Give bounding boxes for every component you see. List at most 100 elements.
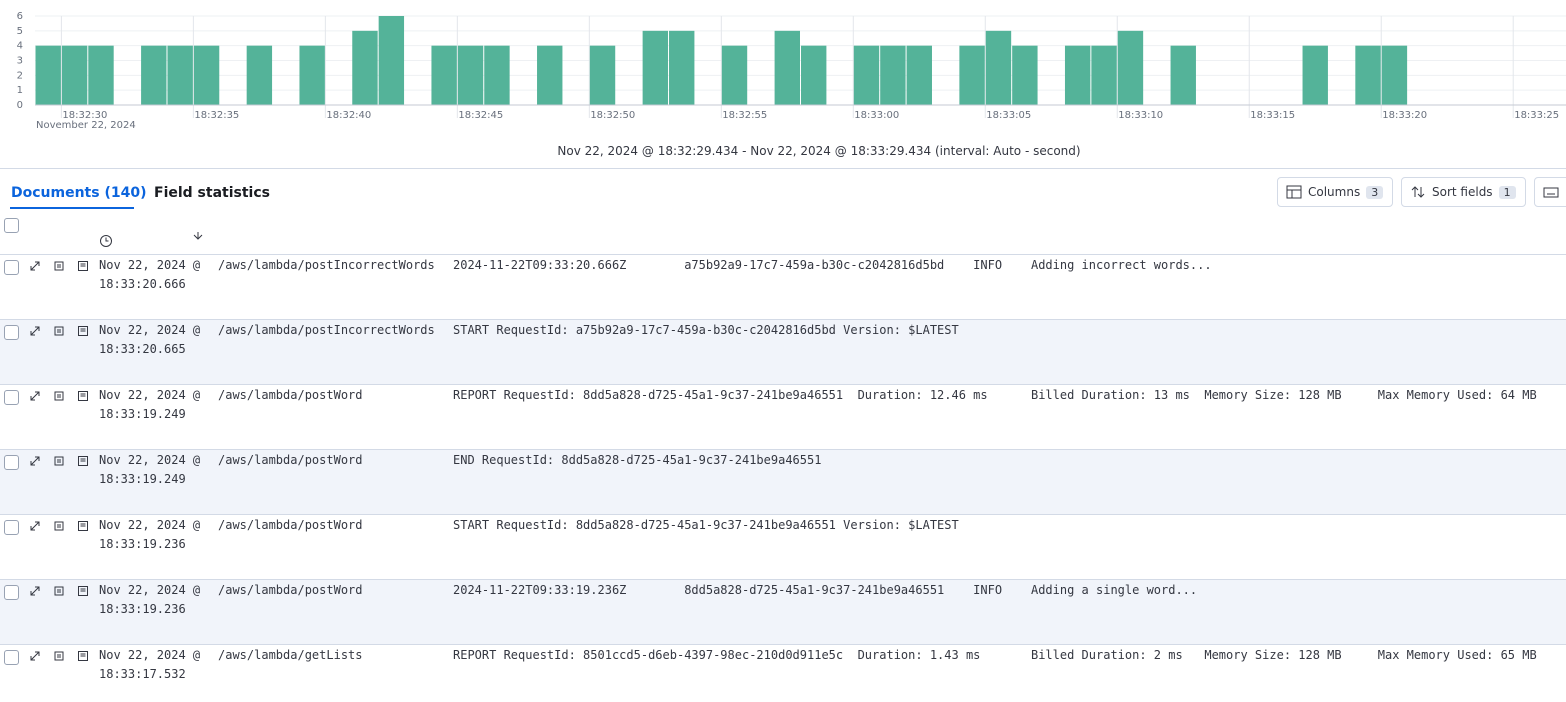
icon-path [30,586,40,596]
x-tick-label: 18:33:05 [986,110,1031,121]
x-tick-label: 18:33:00 [854,110,899,121]
icon-path [54,391,64,401]
table-row: Nov 22, 2024 @ 18:33:17.532/aws/lambda/g… [0,644,1566,702]
row-action[interactable] [53,390,65,402]
icon-path [78,391,88,401]
icon-path [30,326,40,336]
columns-button[interactable]: Columns 3 [1277,177,1393,207]
bar [774,30,800,105]
bar [589,45,616,105]
bar [299,45,325,105]
y-tick-label: 2 [17,70,23,81]
row-action[interactable] [53,585,65,597]
cell-lg: /aws/lambda/postIncorrectWords [218,258,435,272]
bar [959,45,985,105]
time-range: Nov 22, 2024 @ 18:32:29.434 - Nov 22, 20… [557,144,1081,158]
bar [35,45,61,105]
bar [88,45,114,105]
icon-path [30,261,40,271]
row-action[interactable] [29,325,41,337]
icon-path [30,651,40,661]
bar [1012,45,1038,105]
bar [985,30,1012,105]
icon [1543,187,1559,198]
checkbox[interactable] [4,585,19,600]
table-row: Nov 22, 2024 @ 18:33:19.236/aws/lambda/p… [0,514,1566,579]
row-action[interactable] [29,455,41,467]
tab[interactable]: Field statistics [154,185,270,201]
row-action[interactable] [77,585,89,597]
y-tick-label: 0 [17,100,23,111]
row-action[interactable] [77,325,89,337]
row-action[interactable] [53,325,65,337]
cell-ts: Nov 22, 2024 @ 18:33:19.249 [99,453,201,486]
checkbox[interactable] [4,520,19,535]
tab[interactable]: Documents (140) [11,185,147,201]
y-tick-label: 6 [17,11,23,22]
keyboard-button[interactable] [1534,177,1566,207]
button-label: Sort fields [1432,185,1493,199]
icon-path [78,586,88,596]
bar [669,30,695,105]
checkbox[interactable] [4,325,19,340]
y-tick-label: 4 [17,41,23,52]
bar [431,45,457,105]
y-tick-label: 5 [17,26,23,37]
row-action[interactable] [53,520,65,532]
checkbox[interactable] [4,650,19,665]
row-action[interactable] [77,520,89,532]
row-action[interactable] [77,650,89,662]
data-grid: @timestampklogGroupkmessageNov 22, 2024 … [0,213,1566,702]
bar [1064,45,1091,105]
row-action[interactable] [53,650,65,662]
row-action[interactable] [77,390,89,402]
bar [378,16,405,105]
table-row: Nov 22, 2024 @ 18:33:20.665/aws/lambda/p… [0,319,1566,384]
x-tick-label: 18:32:30 [62,110,107,121]
cell-ts: Nov 22, 2024 @ 18:33:19.236 [99,518,201,551]
badge: 1 [1498,185,1516,199]
bar [1355,45,1381,105]
bar [193,45,220,105]
cell-lg: /aws/lambda/postWord [218,453,363,467]
icon-path [54,456,64,466]
row-action[interactable] [29,520,41,532]
icon-path [54,261,64,271]
checkbox[interactable] [4,218,19,233]
x-date-label: November 22, 2024 [36,120,136,131]
cell-ts: Nov 22, 2024 @ 18:33:19.236 [99,583,201,616]
row-action[interactable] [29,650,41,662]
icon-path [78,651,88,661]
row-action[interactable] [29,390,41,402]
icon-path [78,456,88,466]
x-tick-label: 18:33:15 [1250,110,1295,121]
clock-icon [100,235,112,247]
bar [642,30,669,105]
tab-underline [10,207,134,209]
row-action[interactable] [29,585,41,597]
sort-button[interactable]: Sort fields 1 [1401,177,1526,207]
row-action[interactable] [53,455,65,467]
icon-path [78,326,88,336]
row-action[interactable] [53,260,65,272]
icon-path [30,391,40,401]
checkbox[interactable] [4,455,19,470]
checkbox[interactable] [4,260,19,275]
cell-msg: START RequestId: a75b92a9-17c7-459a-b30c… [453,323,959,337]
x-tick-label: 18:32:50 [590,110,635,121]
row-action[interactable] [77,455,89,467]
row-action[interactable] [77,260,89,272]
x-tick-label: 18:32:45 [458,110,503,121]
cell-ts: Nov 22, 2024 @ 18:33:17.532 [99,648,201,681]
divider [0,168,1566,169]
y-tick-label: 3 [17,56,23,67]
table-row: Nov 22, 2024 @ 18:33:20.666/aws/lambda/p… [0,254,1566,319]
cell-ts: Nov 22, 2024 @ 18:33:20.665 [99,323,201,356]
row-action[interactable] [29,260,41,272]
bar [61,45,88,105]
cell-lg: /aws/lambda/postWord [218,518,363,532]
checkbox[interactable] [4,390,19,405]
table-row: Nov 22, 2024 @ 18:33:19.249/aws/lambda/p… [0,449,1566,514]
y-tick-label: 1 [17,85,23,96]
cell-ts: Nov 22, 2024 @ 18:33:19.249 [99,388,201,421]
